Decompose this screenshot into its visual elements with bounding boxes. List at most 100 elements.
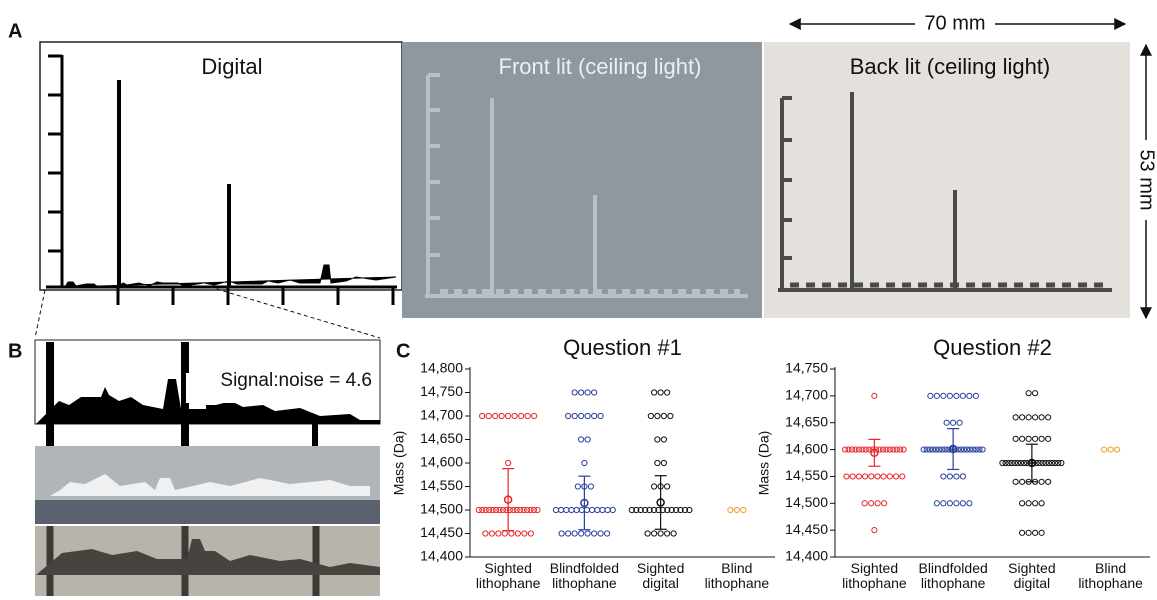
data-point bbox=[664, 389, 671, 396]
data-point bbox=[565, 530, 572, 537]
y-tick-label: 14,450 bbox=[785, 521, 828, 537]
data-point bbox=[946, 500, 953, 507]
data-point bbox=[505, 412, 512, 420]
chart-title: Question #2 bbox=[933, 335, 1052, 360]
data-point bbox=[929, 446, 937, 453]
data-point bbox=[1014, 459, 1022, 467]
data-point bbox=[1038, 529, 1045, 536]
data-point bbox=[1019, 529, 1026, 536]
data-point bbox=[609, 506, 616, 514]
data-point bbox=[578, 389, 585, 396]
data-point bbox=[527, 506, 534, 514]
x-tick-label: Sighted lithophane bbox=[475, 560, 541, 591]
data-point bbox=[677, 506, 684, 514]
data-point bbox=[523, 506, 531, 514]
data-point bbox=[578, 412, 585, 420]
data-point bbox=[979, 446, 986, 453]
x-tick-label: Sighted digital bbox=[636, 560, 685, 591]
data-point bbox=[927, 392, 934, 399]
data-point bbox=[845, 446, 852, 453]
data-point bbox=[936, 446, 943, 453]
data-point bbox=[521, 530, 528, 537]
data-point bbox=[1019, 435, 1026, 442]
zoom-back-trace bbox=[36, 539, 380, 575]
data-point bbox=[587, 483, 594, 490]
data-point bbox=[1025, 500, 1032, 507]
data-point bbox=[926, 446, 933, 453]
data-point bbox=[859, 446, 866, 453]
data-point bbox=[1019, 500, 1026, 507]
data-point bbox=[960, 446, 968, 453]
data-point bbox=[681, 506, 689, 514]
data-point bbox=[945, 446, 952, 453]
data-point bbox=[511, 412, 518, 420]
mean-marker bbox=[656, 498, 665, 507]
y-tick-label: 14,550 bbox=[785, 467, 828, 483]
data-point bbox=[848, 446, 856, 453]
data-point bbox=[578, 436, 585, 443]
data-point bbox=[660, 436, 667, 443]
data-point bbox=[513, 506, 520, 514]
data-point bbox=[503, 506, 510, 514]
x-tick-label: Blindfolded lithophane bbox=[918, 560, 988, 591]
data-point bbox=[591, 530, 598, 537]
data-point bbox=[514, 530, 521, 537]
data-point bbox=[1012, 478, 1019, 485]
data-point bbox=[505, 459, 512, 467]
data-point bbox=[558, 530, 565, 537]
zoom-line bbox=[209, 286, 381, 339]
data-point bbox=[897, 446, 904, 453]
panel-title: Back lit (ceiling light) bbox=[850, 54, 1051, 79]
data-point bbox=[506, 506, 513, 514]
data-point bbox=[953, 473, 960, 480]
chart-title: Question #1 bbox=[563, 335, 682, 360]
data-point bbox=[1011, 459, 1018, 467]
data-point bbox=[861, 473, 869, 480]
mean-marker bbox=[870, 448, 879, 458]
mean-marker bbox=[580, 498, 589, 508]
data-point bbox=[892, 473, 900, 480]
data-point bbox=[498, 412, 505, 420]
y-tick-label: 14,400 bbox=[785, 548, 828, 564]
data-point bbox=[871, 392, 878, 399]
data-point bbox=[552, 506, 560, 514]
data-point bbox=[589, 506, 596, 514]
y-tick-label: 14,600 bbox=[420, 454, 463, 470]
y-tick-label: 14,700 bbox=[420, 407, 463, 423]
data-point bbox=[899, 473, 906, 480]
y-tick-label: 14,700 bbox=[785, 387, 828, 403]
data-point bbox=[667, 412, 674, 420]
data-point bbox=[597, 530, 604, 537]
back-lit-print bbox=[778, 92, 1112, 292]
data-point bbox=[1032, 529, 1039, 536]
data-point bbox=[646, 506, 653, 514]
data-point bbox=[584, 389, 591, 396]
data-point bbox=[953, 500, 960, 507]
panel-label: C bbox=[396, 340, 410, 362]
data-point bbox=[591, 389, 598, 396]
data-point bbox=[475, 506, 482, 514]
data-point bbox=[510, 506, 517, 514]
data-point bbox=[932, 446, 940, 453]
data-point bbox=[654, 436, 661, 443]
signal-noise-label: Signal:noise = 4.6 bbox=[220, 370, 372, 391]
data-point bbox=[954, 446, 961, 453]
data-point bbox=[633, 506, 640, 514]
data-point bbox=[686, 506, 693, 514]
data-point bbox=[578, 530, 585, 537]
digital-panel bbox=[39, 41, 403, 291]
data-point bbox=[670, 530, 677, 537]
data-point bbox=[1012, 414, 1019, 421]
data-point bbox=[527, 530, 534, 537]
data-point bbox=[568, 506, 575, 514]
x-tick-label: Sighted digital bbox=[1008, 560, 1056, 591]
data-point bbox=[1032, 390, 1039, 397]
data-point bbox=[1032, 435, 1039, 442]
data-point bbox=[1032, 414, 1039, 421]
data-point bbox=[501, 530, 508, 537]
data-point bbox=[940, 500, 947, 507]
data-point bbox=[1045, 414, 1052, 421]
data-point bbox=[654, 412, 661, 420]
data-point bbox=[668, 506, 675, 514]
